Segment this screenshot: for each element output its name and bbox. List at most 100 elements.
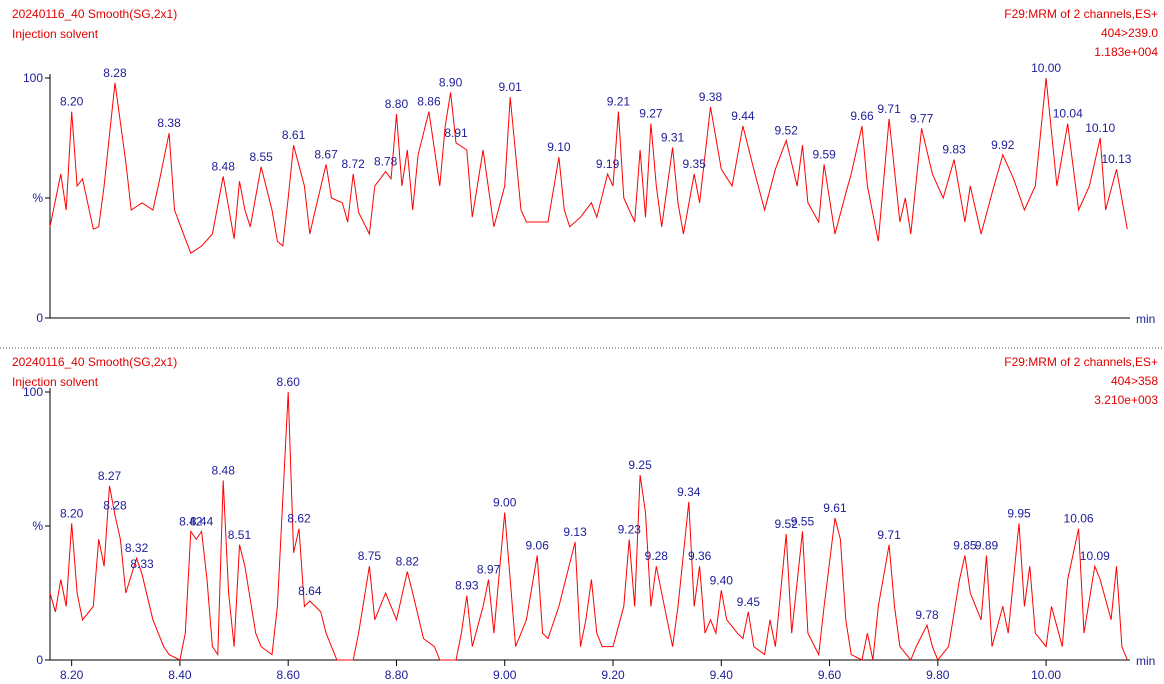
peak-label: 10.10	[1085, 121, 1115, 135]
peak-label: 9.45	[737, 595, 761, 609]
x-axis-label: min	[1136, 312, 1155, 326]
peak-label: 9.38	[699, 90, 723, 104]
y-tick-label: %	[32, 519, 43, 533]
peak-label: 9.13	[563, 525, 587, 539]
peak-label: 8.60	[277, 375, 301, 389]
peak-label: 8.62	[287, 512, 311, 526]
peak-label: 10.04	[1053, 107, 1083, 121]
peak-label: 9.23	[618, 522, 642, 536]
peak-label: 9.00	[493, 496, 517, 510]
y-tick-label: 100	[23, 71, 43, 85]
trace	[49, 391, 1128, 661]
peak-label: 9.21	[607, 95, 631, 109]
peak-label: 8.61	[282, 128, 306, 142]
x-tick-label: 8.40	[168, 668, 192, 682]
x-tick-label: 9.00	[493, 668, 517, 682]
peak-label: 9.95	[1007, 506, 1031, 520]
intensity: 3.210e+003	[1094, 393, 1158, 407]
intensity: 1.183e+004	[1094, 45, 1158, 59]
sample-subtitle: Injection solvent	[12, 27, 99, 41]
peak-label: 8.33	[130, 557, 154, 571]
peak-label: 9.85	[953, 538, 977, 552]
peak-label: 8.42	[179, 514, 203, 528]
peak-label: 8.48	[212, 159, 236, 173]
peak-label: 8.78	[374, 155, 398, 169]
peak-label: 9.55	[791, 514, 815, 528]
sample-title: 20240116_40 Smooth(SG,2x1)	[12, 7, 177, 21]
x-tick-label: 9.40	[710, 668, 734, 682]
sample-title: 20240116_40 Smooth(SG,2x1)	[12, 355, 177, 369]
peak-label: 9.35	[683, 157, 707, 171]
peak-label: 9.52	[775, 123, 799, 137]
peak-label: 9.34	[677, 485, 701, 499]
y-tick-label: 0	[36, 311, 43, 325]
peak-label: 10.06	[1064, 512, 1094, 526]
peak-label: 8.20	[60, 506, 84, 520]
channel-info: F29:MRM of 2 channels,ES+	[1004, 7, 1158, 21]
y-tick-label: 100	[23, 385, 43, 399]
y-tick-label: 0	[36, 653, 43, 667]
peak-label: 9.31	[661, 131, 685, 145]
peak-label: 8.97	[477, 563, 501, 577]
peak-label: 8.82	[396, 555, 420, 569]
transition: 404>239.0	[1101, 26, 1158, 40]
peak-label: 8.48	[212, 463, 236, 477]
peak-label: 8.28	[103, 498, 127, 512]
transition: 404>358	[1111, 374, 1158, 388]
peak-label: 8.55	[249, 150, 273, 164]
x-tick-label: 8.60	[277, 668, 301, 682]
channel-info: F29:MRM of 2 channels,ES+	[1004, 355, 1158, 369]
peak-label: 9.77	[910, 111, 934, 125]
peak-label: 8.90	[439, 75, 463, 89]
peak-label: 9.27	[639, 107, 663, 121]
peak-label: 9.61	[823, 501, 847, 515]
peak-label: 9.66	[850, 109, 874, 123]
peak-label: 9.19	[596, 157, 620, 171]
peak-label: 8.38	[157, 116, 181, 130]
peak-label: 8.80	[385, 97, 409, 111]
peak-label: 9.89	[975, 538, 999, 552]
peak-label: 8.91	[444, 126, 468, 140]
peak-label: 8.32	[125, 541, 149, 555]
peak-label: 9.01	[498, 80, 522, 94]
peak-label: 9.71	[877, 102, 901, 116]
peak-label: 9.92	[991, 138, 1015, 152]
sample-subtitle: Injection solvent	[12, 375, 99, 389]
peak-label: 9.10	[547, 140, 571, 154]
x-tick-label: 9.60	[818, 668, 842, 682]
peak-label: 8.86	[417, 95, 441, 109]
peak-label: 9.83	[942, 143, 966, 157]
peak-label: 8.44	[190, 514, 214, 528]
x-tick-label: 9.80	[926, 668, 950, 682]
peak-label: 9.36	[688, 549, 712, 563]
peak-label: 8.64	[298, 584, 322, 598]
peak-label: 8.28	[103, 66, 127, 80]
peak-label: 10.09	[1080, 549, 1110, 563]
y-tick-label: %	[32, 191, 43, 205]
peak-label: 8.27	[98, 469, 122, 483]
peak-label: 9.06	[526, 538, 550, 552]
peak-label: 9.44	[731, 109, 755, 123]
peak-label: 8.67	[314, 147, 338, 161]
peak-label: 8.51	[228, 528, 252, 542]
peak-label: 8.20	[60, 95, 84, 109]
x-tick-label: 8.80	[385, 668, 409, 682]
x-tick-label: 10.00	[1031, 668, 1061, 682]
peak-label: 10.13	[1101, 152, 1131, 166]
trace	[49, 77, 1128, 254]
peak-label: 8.93	[455, 579, 479, 593]
peak-label: 9.78	[915, 608, 939, 622]
peak-label: 9.25	[628, 458, 652, 472]
peak-label: 9.40	[710, 573, 734, 587]
peak-label: 9.71	[877, 528, 901, 542]
peak-label: 9.28	[645, 549, 669, 563]
peak-label: 8.72	[341, 157, 365, 171]
peak-label: 10.00	[1031, 61, 1061, 75]
x-tick-label: 8.20	[60, 668, 84, 682]
peak-label: 8.75	[358, 549, 382, 563]
peak-label: 9.59	[812, 147, 836, 161]
x-tick-label: 9.20	[601, 668, 625, 682]
x-axis-label: min	[1136, 654, 1155, 668]
